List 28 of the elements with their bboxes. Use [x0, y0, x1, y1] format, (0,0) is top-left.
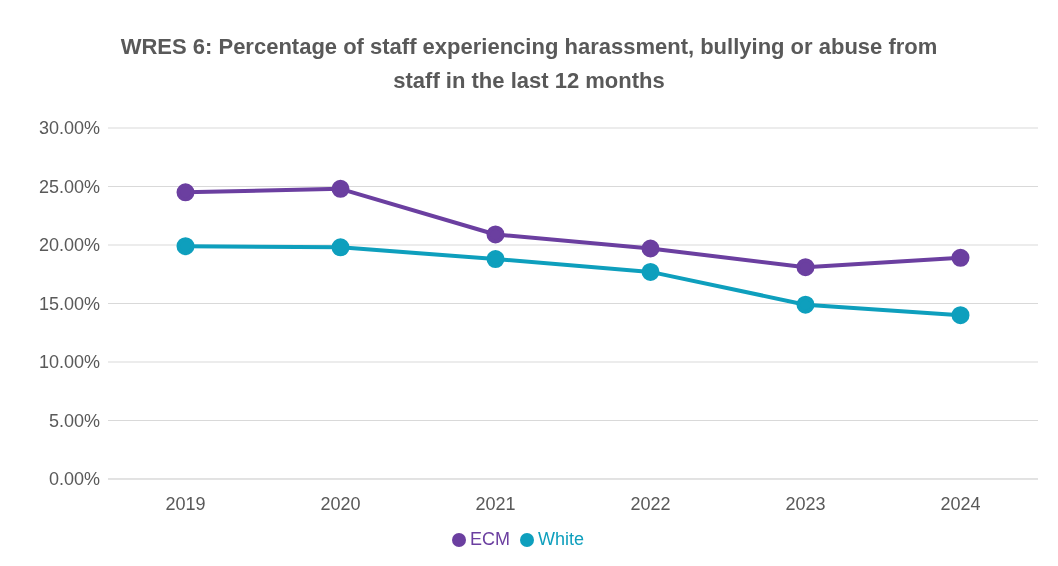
x-tick-label: 2023: [785, 493, 826, 514]
point: [951, 306, 970, 325]
point: [331, 179, 350, 198]
y-tick-label: 20.00%: [38, 235, 100, 256]
legend-label: ECM: [469, 529, 510, 549]
y-tick-label: 15.00%: [38, 293, 100, 314]
y-tick-label: 0.00%: [48, 469, 100, 490]
x-tick-label: 2020: [320, 493, 361, 514]
point: [331, 238, 350, 257]
y-tick-label: 10.00%: [38, 352, 100, 373]
x-tick-label: 2024: [940, 493, 981, 514]
y-tick-label: 5.00%: [48, 410, 100, 431]
chart-title: WRES 6: Percentage of staff experiencing harassment, bullying or abuse from staff in the last 12 months: [119, 33, 939, 95]
point: [176, 183, 195, 202]
point: [486, 225, 505, 244]
legend-label: White: [537, 529, 584, 549]
point: [486, 250, 505, 269]
x-tick-label: 2022: [630, 493, 671, 514]
x-tick-label: 2021: [475, 493, 516, 514]
point: [641, 262, 660, 281]
point: [796, 258, 815, 277]
point: [951, 248, 970, 267]
point: [796, 295, 815, 314]
point: [176, 237, 195, 256]
point: [641, 239, 660, 258]
y-tick-label: 30.00%: [38, 118, 100, 139]
x-tick-label: 2019: [165, 493, 206, 514]
y-tick-label: 25.00%: [38, 176, 100, 197]
